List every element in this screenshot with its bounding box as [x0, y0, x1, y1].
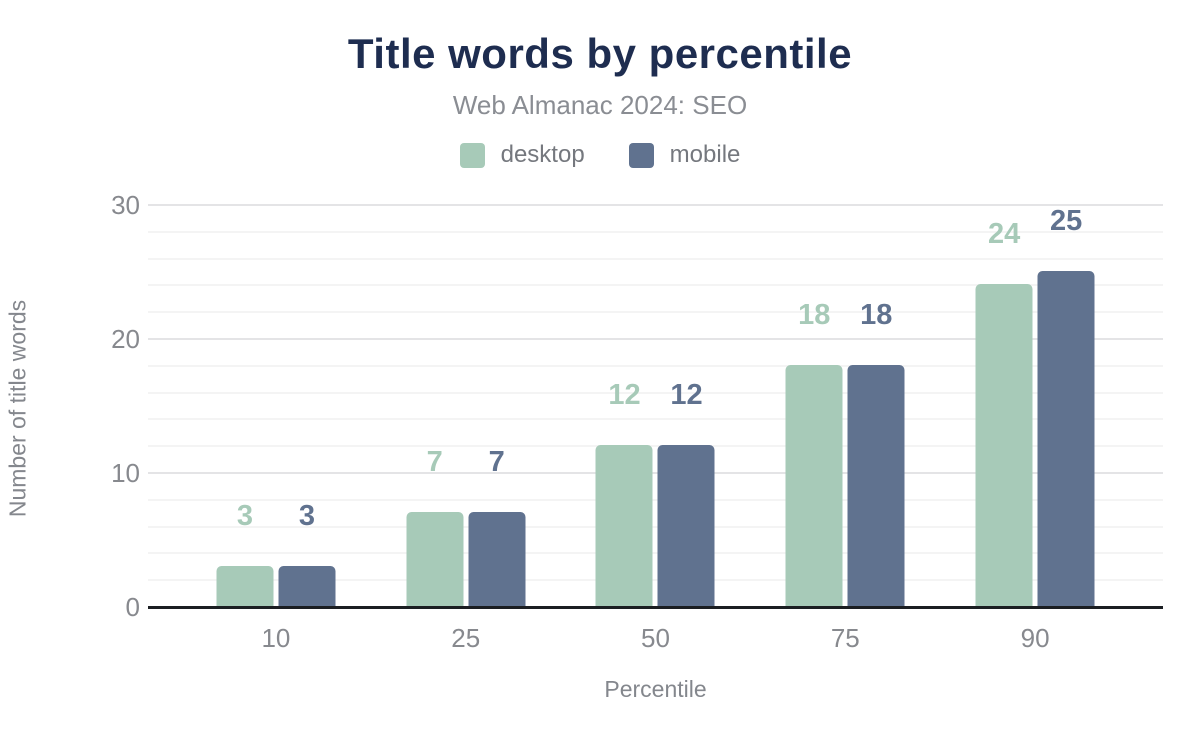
y-tick-label: 20 [111, 324, 140, 354]
legend-item-mobile[interactable]: mobile [628, 141, 741, 169]
mobile-bar[interactable] [847, 364, 905, 606]
desktop-value-label: 24 [987, 218, 1021, 251]
mobile-bar[interactable] [468, 512, 526, 606]
x-tick-label: 90 [1020, 623, 1050, 653]
desktop-bar-column: 12 [595, 379, 653, 606]
desktop-bar[interactable] [216, 565, 274, 606]
bar-pair: 18 18 [785, 298, 905, 606]
desktop-bar[interactable] [785, 364, 843, 606]
bar-group-25: 7 7 25 [371, 205, 561, 653]
gridline-minor [148, 364, 1163, 367]
y-axis-title: Number of title words [4, 299, 31, 518]
x-tick-label: 25 [451, 623, 481, 653]
gridline-minor [148, 579, 1163, 582]
chart-subtitle: Web Almanac 2024: SEO [452, 90, 748, 120]
mobile-bar-column: 18 [847, 298, 905, 606]
bar-groups: 3 3 10 7 7 25 12 12 50 18 18 75 24 25 90 [148, 205, 1163, 653]
mobile-bar[interactable] [278, 565, 336, 606]
desktop-value-label: 7 [426, 446, 443, 479]
mobile-bar-column: 7 [468, 446, 526, 606]
gridline-minor [148, 418, 1163, 421]
gridline-major [148, 472, 1163, 474]
mobile-bar-column: 12 [657, 379, 715, 606]
bar-group-75: 18 18 75 [750, 205, 940, 653]
legend-item-desktop[interactable]: desktop [459, 141, 585, 169]
y-tick-label: 0 [125, 592, 140, 622]
x-axis-title: Percentile [604, 676, 707, 702]
bar-group-10: 3 3 10 [181, 205, 371, 653]
chart-title: Title words by percentile [347, 30, 853, 77]
desktop-value-label: 3 [236, 499, 253, 532]
desktop-bar[interactable] [406, 512, 464, 606]
mobile-value-label: 3 [298, 499, 315, 532]
legend: desktop mobile [0, 141, 1200, 169]
gridline-minor [148, 525, 1163, 528]
mobile-value-label: 25 [1049, 205, 1083, 237]
y-tick-label: 30 [111, 190, 140, 220]
desktop-bar[interactable] [595, 445, 653, 606]
mobile-bar-column: 3 [278, 499, 336, 606]
desktop-bar-column: 3 [216, 499, 274, 606]
bar-group-90: 24 25 90 [940, 205, 1130, 653]
desktop-bar-column: 7 [406, 446, 464, 606]
mobile-bar[interactable] [1037, 271, 1095, 606]
gridline-minor [148, 498, 1163, 501]
legend-label-mobile: mobile [669, 141, 741, 168]
gridline-minor [148, 230, 1163, 233]
gridline-major [148, 338, 1163, 340]
legend-label-desktop: desktop [500, 141, 585, 168]
bar-pair: 12 12 [595, 379, 715, 606]
mobile-bar[interactable] [657, 445, 715, 606]
gridline-minor [148, 284, 1163, 287]
mobile-swatch-icon [628, 142, 654, 168]
mobile-value-label: 7 [488, 446, 505, 479]
desktop-bar[interactable] [975, 284, 1033, 606]
gridline-minor [148, 311, 1163, 314]
gridline-minor [148, 552, 1163, 555]
bar-pair: 24 25 [975, 205, 1095, 606]
x-axis-line [148, 606, 1163, 609]
desktop-swatch-icon [459, 142, 485, 168]
y-tick-label: 10 [111, 458, 140, 488]
gridline-minor [148, 257, 1163, 260]
desktop-bar-column: 24 [975, 218, 1033, 606]
desktop-bar-column: 18 [785, 298, 843, 606]
desktop-value-label: 18 [798, 298, 831, 331]
bar-group-50: 12 12 50 [561, 205, 751, 653]
gridline-minor [148, 445, 1163, 448]
x-tick-label: 50 [641, 623, 670, 653]
gridline-major [148, 204, 1163, 206]
x-tick-label: 10 [261, 623, 291, 653]
gridline-minor [148, 391, 1163, 394]
mobile-bar-column: 25 [1037, 205, 1095, 606]
mobile-value-label: 12 [670, 379, 703, 412]
x-tick-label: 75 [830, 623, 860, 653]
desktop-value-label: 12 [608, 379, 641, 412]
mobile-value-label: 18 [860, 298, 893, 331]
plot-area: 0 10 20 30 3 3 10 7 7 25 12 12 50 18 18 75 24 25 90 [111, 192, 1163, 653]
